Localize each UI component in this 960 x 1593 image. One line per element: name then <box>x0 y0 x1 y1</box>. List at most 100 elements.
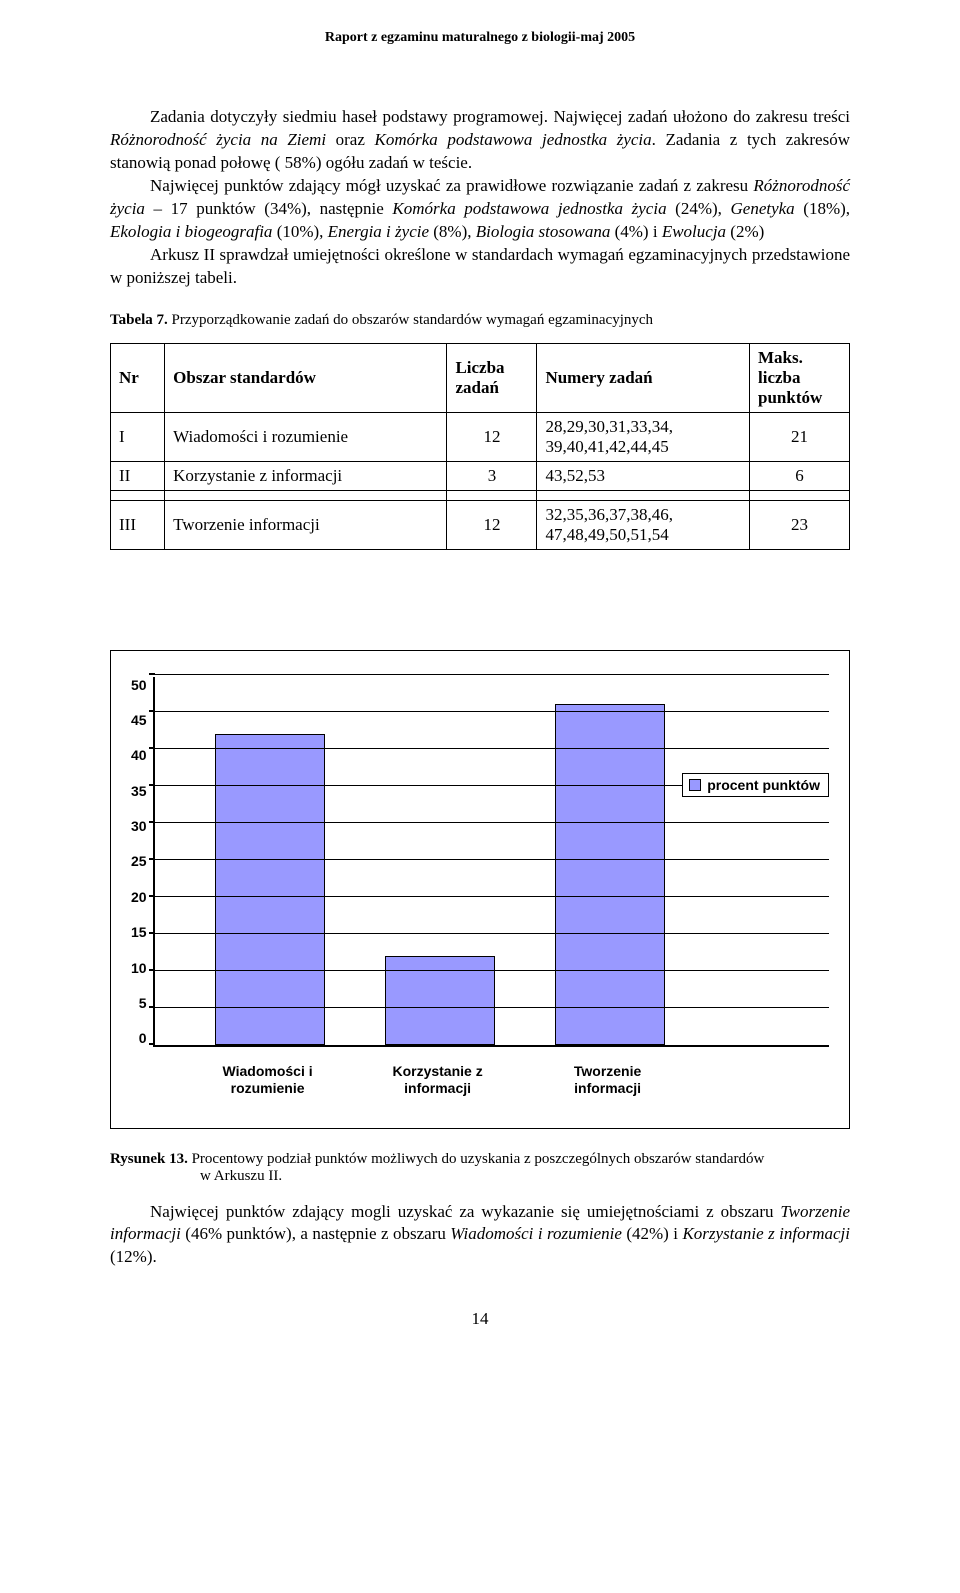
y-tick-label: 35 <box>131 783 147 799</box>
text: (2%) <box>726 222 764 241</box>
page-header: Raport z egzaminu maturalnego z biologii… <box>110 30 850 46</box>
cell-maks: 21 <box>750 412 850 461</box>
x-axis-label: Tworzenie informacji <box>533 1063 683 1098</box>
text: (4%) i <box>610 222 661 241</box>
gridline <box>155 933 829 934</box>
y-tick-mark <box>149 673 155 675</box>
bars-container <box>155 677 829 1045</box>
x-axis-label: Korzystanie z informacji <box>363 1063 513 1098</box>
text-italic: Ekologia i biogeografia <box>110 222 272 241</box>
cell-nr: II <box>111 461 165 490</box>
x-axis-label: Wiadomości i rozumienie <box>193 1063 343 1098</box>
y-tick-mark <box>149 710 155 712</box>
y-tick-label: 20 <box>131 889 147 905</box>
x-axis-labels: Wiadomości i rozumienie Korzystanie z inf… <box>153 1063 829 1098</box>
chart-inner: 50454035302520151050 Wiadomości i rozumi… <box>131 677 829 1098</box>
th-obszar: Obszar standardów <box>165 343 447 412</box>
paragraph-3: Arkusz II sprawdzał umiejętności określo… <box>110 244 850 290</box>
paragraph-4: Najwięcej punktów zdający mogli uzyskać … <box>110 1201 850 1270</box>
y-tick-mark <box>149 858 155 860</box>
figure-caption-line2: w Arkuszu II. <box>110 1168 850 1185</box>
legend-label: procent punktów <box>707 777 820 793</box>
text: (24%), <box>667 199 731 218</box>
plot-area <box>153 677 829 1047</box>
cell-numery: 28,29,30,31,33,34, 39,40,41,42,44,45 <box>537 412 750 461</box>
text-italic: Ewolucja <box>662 222 726 241</box>
figure-caption-text: Procentowy podział punktów możliwych do … <box>188 1151 765 1167</box>
text-italic: Różnorodność życia na Ziemi <box>110 130 326 149</box>
text: Zadania dotyczyły siedmiu haseł podstawy… <box>150 107 850 126</box>
bar <box>215 734 325 1045</box>
y-tick-label: 15 <box>131 924 147 940</box>
table-spacer <box>111 490 850 500</box>
cell-nr: III <box>111 500 165 549</box>
text: (46% punktów), a następnie z obszaru <box>181 1224 450 1243</box>
y-tick-mark <box>149 969 155 971</box>
y-tick-mark <box>149 821 155 823</box>
page: Raport z egzaminu maturalnego z biologii… <box>0 0 960 1369</box>
table-row: I Wiadomości i rozumienie 12 28,29,30,31… <box>111 412 850 461</box>
text: (42%) i <box>622 1224 683 1243</box>
text: (8%), <box>429 222 476 241</box>
y-tick-label: 10 <box>131 960 147 976</box>
bar-slot <box>195 734 345 1045</box>
text: Najwięcej punktów zdający mógł uzyskać z… <box>150 176 753 195</box>
text-italic: Wiadomości i rozumienie <box>450 1224 622 1243</box>
y-tick-label: 30 <box>131 818 147 834</box>
text: (12%). <box>110 1247 157 1266</box>
y-tick-mark <box>149 784 155 786</box>
cell-maks: 23 <box>750 500 850 549</box>
text: (10%), <box>272 222 327 241</box>
table-row: III Tworzenie informacji 12 32,35,36,37,… <box>111 500 850 549</box>
bar-slot <box>535 704 685 1044</box>
figure-caption-bold: Rysunek 13. <box>110 1151 188 1167</box>
y-tick-label: 0 <box>139 1030 147 1046</box>
text-italic: Komórka podstawowa jednostka życia <box>375 130 652 149</box>
figure-caption: Rysunek 13. Procentowy podział punktów m… <box>110 1151 850 1185</box>
cell-liczba: 12 <box>447 412 537 461</box>
text-italic: Energia i życie <box>328 222 429 241</box>
gridline <box>155 822 829 823</box>
y-tick-mark <box>149 1043 155 1045</box>
text: – 17 punktów (34%), następnie <box>145 199 392 218</box>
bar-chart: 50454035302520151050 Wiadomości i rozumi… <box>110 650 850 1129</box>
table-header-row: Nr Obszar standardów Liczba zadań Numery… <box>111 343 850 412</box>
cell-numery: 32,35,36,37,38,46, 47,48,49,50,51,54 <box>537 500 750 549</box>
th-liczba: Liczba zadań <box>447 343 537 412</box>
plot-wrap: Wiadomości i rozumienie Korzystanie z inf… <box>153 677 829 1098</box>
cell-numery: 43,52,53 <box>537 461 750 490</box>
th-nr: Nr <box>111 343 165 412</box>
gridline <box>155 674 829 675</box>
y-tick-mark <box>149 895 155 897</box>
gridline <box>155 748 829 749</box>
gridline <box>155 896 829 897</box>
y-tick-mark <box>149 932 155 934</box>
text: oraz <box>326 130 374 149</box>
gridline <box>155 711 829 712</box>
text: (18%), <box>795 199 850 218</box>
page-number: 14 <box>110 1309 850 1329</box>
cell-nr: I <box>111 412 165 461</box>
cell-obszar: Korzystanie z informacji <box>165 461 447 490</box>
y-tick-label: 50 <box>131 677 147 693</box>
standards-table: Nr Obszar standardów Liczba zadań Numery… <box>110 343 850 550</box>
cell-maks: 6 <box>750 461 850 490</box>
y-tick-label: 40 <box>131 747 147 763</box>
cell-liczba: 12 <box>447 500 537 549</box>
y-tick-label: 25 <box>131 853 147 869</box>
th-numery: Numery zadań <box>537 343 750 412</box>
table-caption-bold: Tabela 7. <box>110 312 168 328</box>
table-caption: Tabela 7. Przyporządkowanie zadań do obs… <box>110 312 850 329</box>
text: Najwięcej punktów zdający mogli uzyskać … <box>150 1202 780 1221</box>
y-tick-label: 5 <box>139 995 147 1011</box>
paragraph-1: Zadania dotyczyły siedmiu haseł podstawy… <box>110 106 850 175</box>
text-italic: Korzystanie z informacji <box>682 1224 850 1243</box>
cell-obszar: Wiadomości i rozumienie <box>165 412 447 461</box>
y-tick-label: 45 <box>131 712 147 728</box>
y-axis: 50454035302520151050 <box>131 677 153 1047</box>
table-row: II Korzystanie z informacji 3 43,52,53 6 <box>111 461 850 490</box>
text-italic: Komórka podstawowa jednostka życia <box>392 199 666 218</box>
gridline <box>155 1007 829 1008</box>
text-italic: Genetyka <box>731 199 795 218</box>
th-maks: Maks. liczba punktów <box>750 343 850 412</box>
